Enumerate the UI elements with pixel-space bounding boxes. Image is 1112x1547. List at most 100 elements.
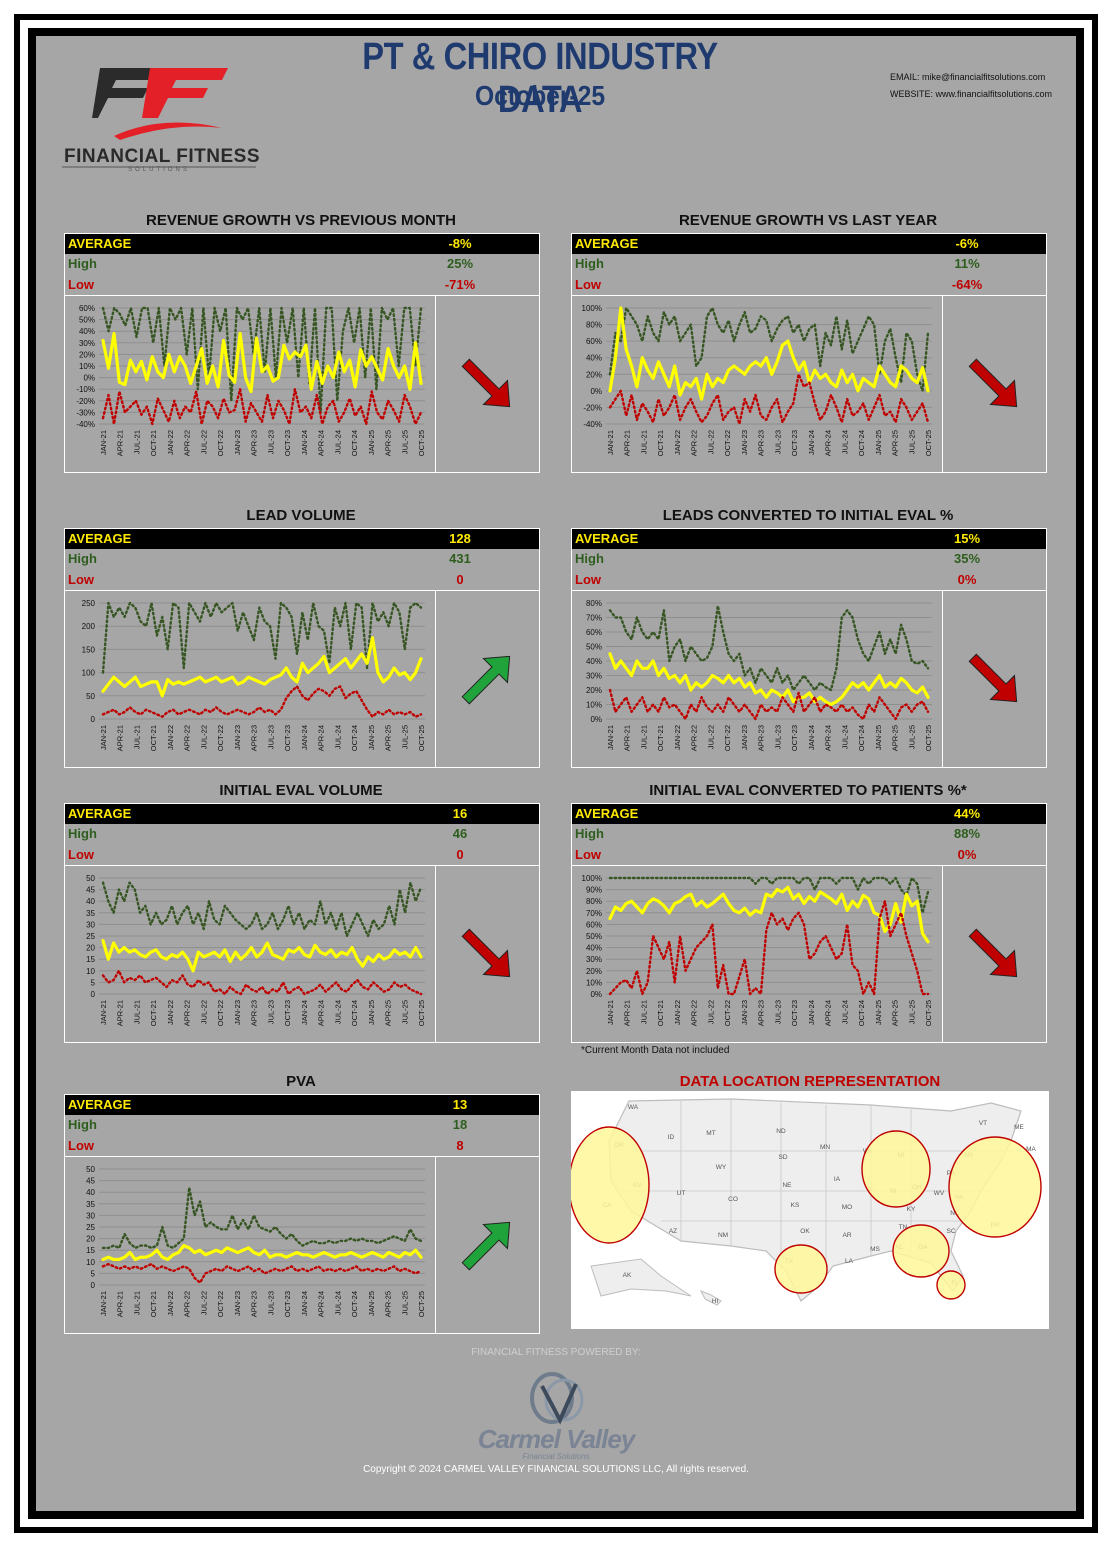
panel-title: REVENUE GROWTH VS PREVIOUS MONTH [145,212,457,229]
stat-label-average: AVERAGE [575,531,639,546]
state-label: ME [1014,1124,1024,1131]
x-tick-label: OCT-25 [417,1291,426,1317]
x-tick-label: OCT-23 [283,725,292,751]
arrow-up-right-icon [461,655,511,705]
stat-row-low: Low -71% [65,275,539,295]
x-tick-label: OCT-23 [283,430,292,456]
x-tick-label: OCT-21 [656,1000,665,1026]
x-tick-label: JUL-24 [840,430,849,454]
chart-box: 50 45 40 35 30 25 20 15 10 5 0 JAN-21 APR-21 JUL-21 OC… [64,1156,540,1334]
y-tick-label: -20% [583,403,602,412]
y-tick-label: 10 [86,1258,95,1267]
panel-title: REVENUE GROWTH VS LAST YEAR [678,212,938,229]
x-tick-label: APR-21 [116,1000,125,1026]
series-line-average [101,1243,423,1262]
y-tick-label: -40% [583,420,602,429]
x-tick-label: APR-21 [623,1000,632,1026]
x-tick-label: JUL-22 [706,1000,715,1024]
y-tick-label: 60% [586,337,602,346]
x-tick-label: APR-23 [757,1000,766,1026]
x-tick-label: OCT-24 [857,725,866,751]
stat-row-high: High 88% [572,824,1046,845]
stat-row-low: Low -64% [572,275,1046,295]
stat-label-low: Low [575,277,601,292]
x-tick-label: APR-24 [824,1000,833,1026]
data-location-circle [861,1130,931,1208]
x-tick-label: APR-24 [317,1000,326,1026]
series-line-average [608,652,930,707]
series-line-high [101,881,423,938]
footnote: *Current Month Data not included [581,1045,730,1056]
state-label: IA [834,1176,841,1183]
stat-value-average: 128 [449,531,471,546]
y-tick-label: 80% [586,321,602,330]
line-chart: 100% 80% 60% 40% 20% 0% -20% -40% JAN-21 APR-21 JU… [582,304,1018,456]
series-line-low [608,900,930,996]
x-tick-label: APR-24 [317,1291,326,1317]
stat-label-high: High [68,1117,97,1132]
arrow-down-right-icon [968,653,1018,703]
state-label: ID [668,1134,675,1141]
logo-mark-icon [92,68,228,140]
y-tick-label: 30% [586,672,602,681]
x-tick-label: JAN-23 [740,430,749,455]
x-tick-label: OCT-22 [216,725,225,751]
stat-label-average: AVERAGE [68,236,132,251]
y-tick-label: 100% [582,304,602,313]
logo-rule [62,166,256,168]
y-tick-label: 30 [86,1211,95,1220]
stat-value-low: 8 [456,1138,464,1153]
stat-label-high: High [575,256,604,271]
x-tick-label: OCT-25 [417,725,426,751]
state-label: NM [718,1232,728,1239]
x-tick-label: JAN-24 [300,1000,309,1025]
data-location-circle [568,1126,650,1244]
x-tick-label: OCT-22 [216,430,225,456]
stat-label-low: Low [68,572,94,587]
stat-row-high: High 431 [65,549,539,570]
x-tick-label: JUL-21 [132,725,141,749]
x-tick-label: JUL-23 [266,1000,275,1024]
y-tick-label: 10% [586,978,602,987]
website-text[interactable]: WEBSITE: www.financialfitsolutions.com [890,89,1053,99]
y-tick-label: 45 [86,1177,95,1186]
state-label: ND [776,1128,786,1135]
logo-name: FINANCIAL FITNESS [63,146,261,167]
x-tick-label: OCT-22 [723,430,732,456]
x-tick-label: APR-23 [250,1291,259,1317]
stat-row-low: Low 0% [572,570,1046,590]
panel-title: LEADS CONVERTED TO INITIAL EVAL % [662,507,954,524]
series-line-average [101,636,423,698]
y-tick-label: 40% [79,327,95,336]
state-label: MN [820,1144,830,1151]
y-tick-label: 40 [86,1188,95,1197]
series-line-low [101,1262,423,1284]
stat-label-low: Low [575,847,601,862]
y-tick-label: 50% [586,643,602,652]
series-line-high [101,306,423,414]
arrow-down-right-icon [461,928,511,978]
y-tick-label: 0 [91,1281,96,1290]
chart-box: 250 200 150 100 50 0 JAN-21 APR-21 JUL-21 OCT-21 J… [64,590,540,768]
x-tick-label: JAN-22 [166,430,175,455]
x-tick-label: APR-23 [250,430,259,456]
footer-brand: Carmel Valley [477,1424,636,1454]
x-tick-label: JAN-24 [300,725,309,750]
stat-row-average: AVERAGE 15% [572,529,1046,549]
x-tick-label: APR-21 [623,725,632,751]
state-label: MA [1026,1146,1036,1153]
x-tick-label: OCT-22 [216,1291,225,1317]
email-text[interactable]: EMAIL: mike@financialfitsolutions.com [890,72,1046,82]
x-tick-label: JUL-24 [840,725,849,749]
chart-box: 100% 90% 80% 70% 60% 50% 40% 30% 20% 10% 0% JAN-21 A… [571,865,1047,1043]
x-tick-label: APR-25 [384,1291,393,1317]
stat-value-average: -6% [955,236,979,251]
x-tick-label: APR-23 [757,430,766,456]
logo [92,66,232,150]
y-tick-label: -20% [76,397,95,406]
footer-copyright: Copyright © 2024 CARMEL VALLEY FINANCIAL… [363,1464,749,1475]
stats-table: AVERAGE 15% High 35% Low 0% [571,528,1047,591]
series-line-average [608,306,930,401]
stat-value-high: 35% [953,551,981,566]
stat-value-high: 25% [446,256,474,271]
